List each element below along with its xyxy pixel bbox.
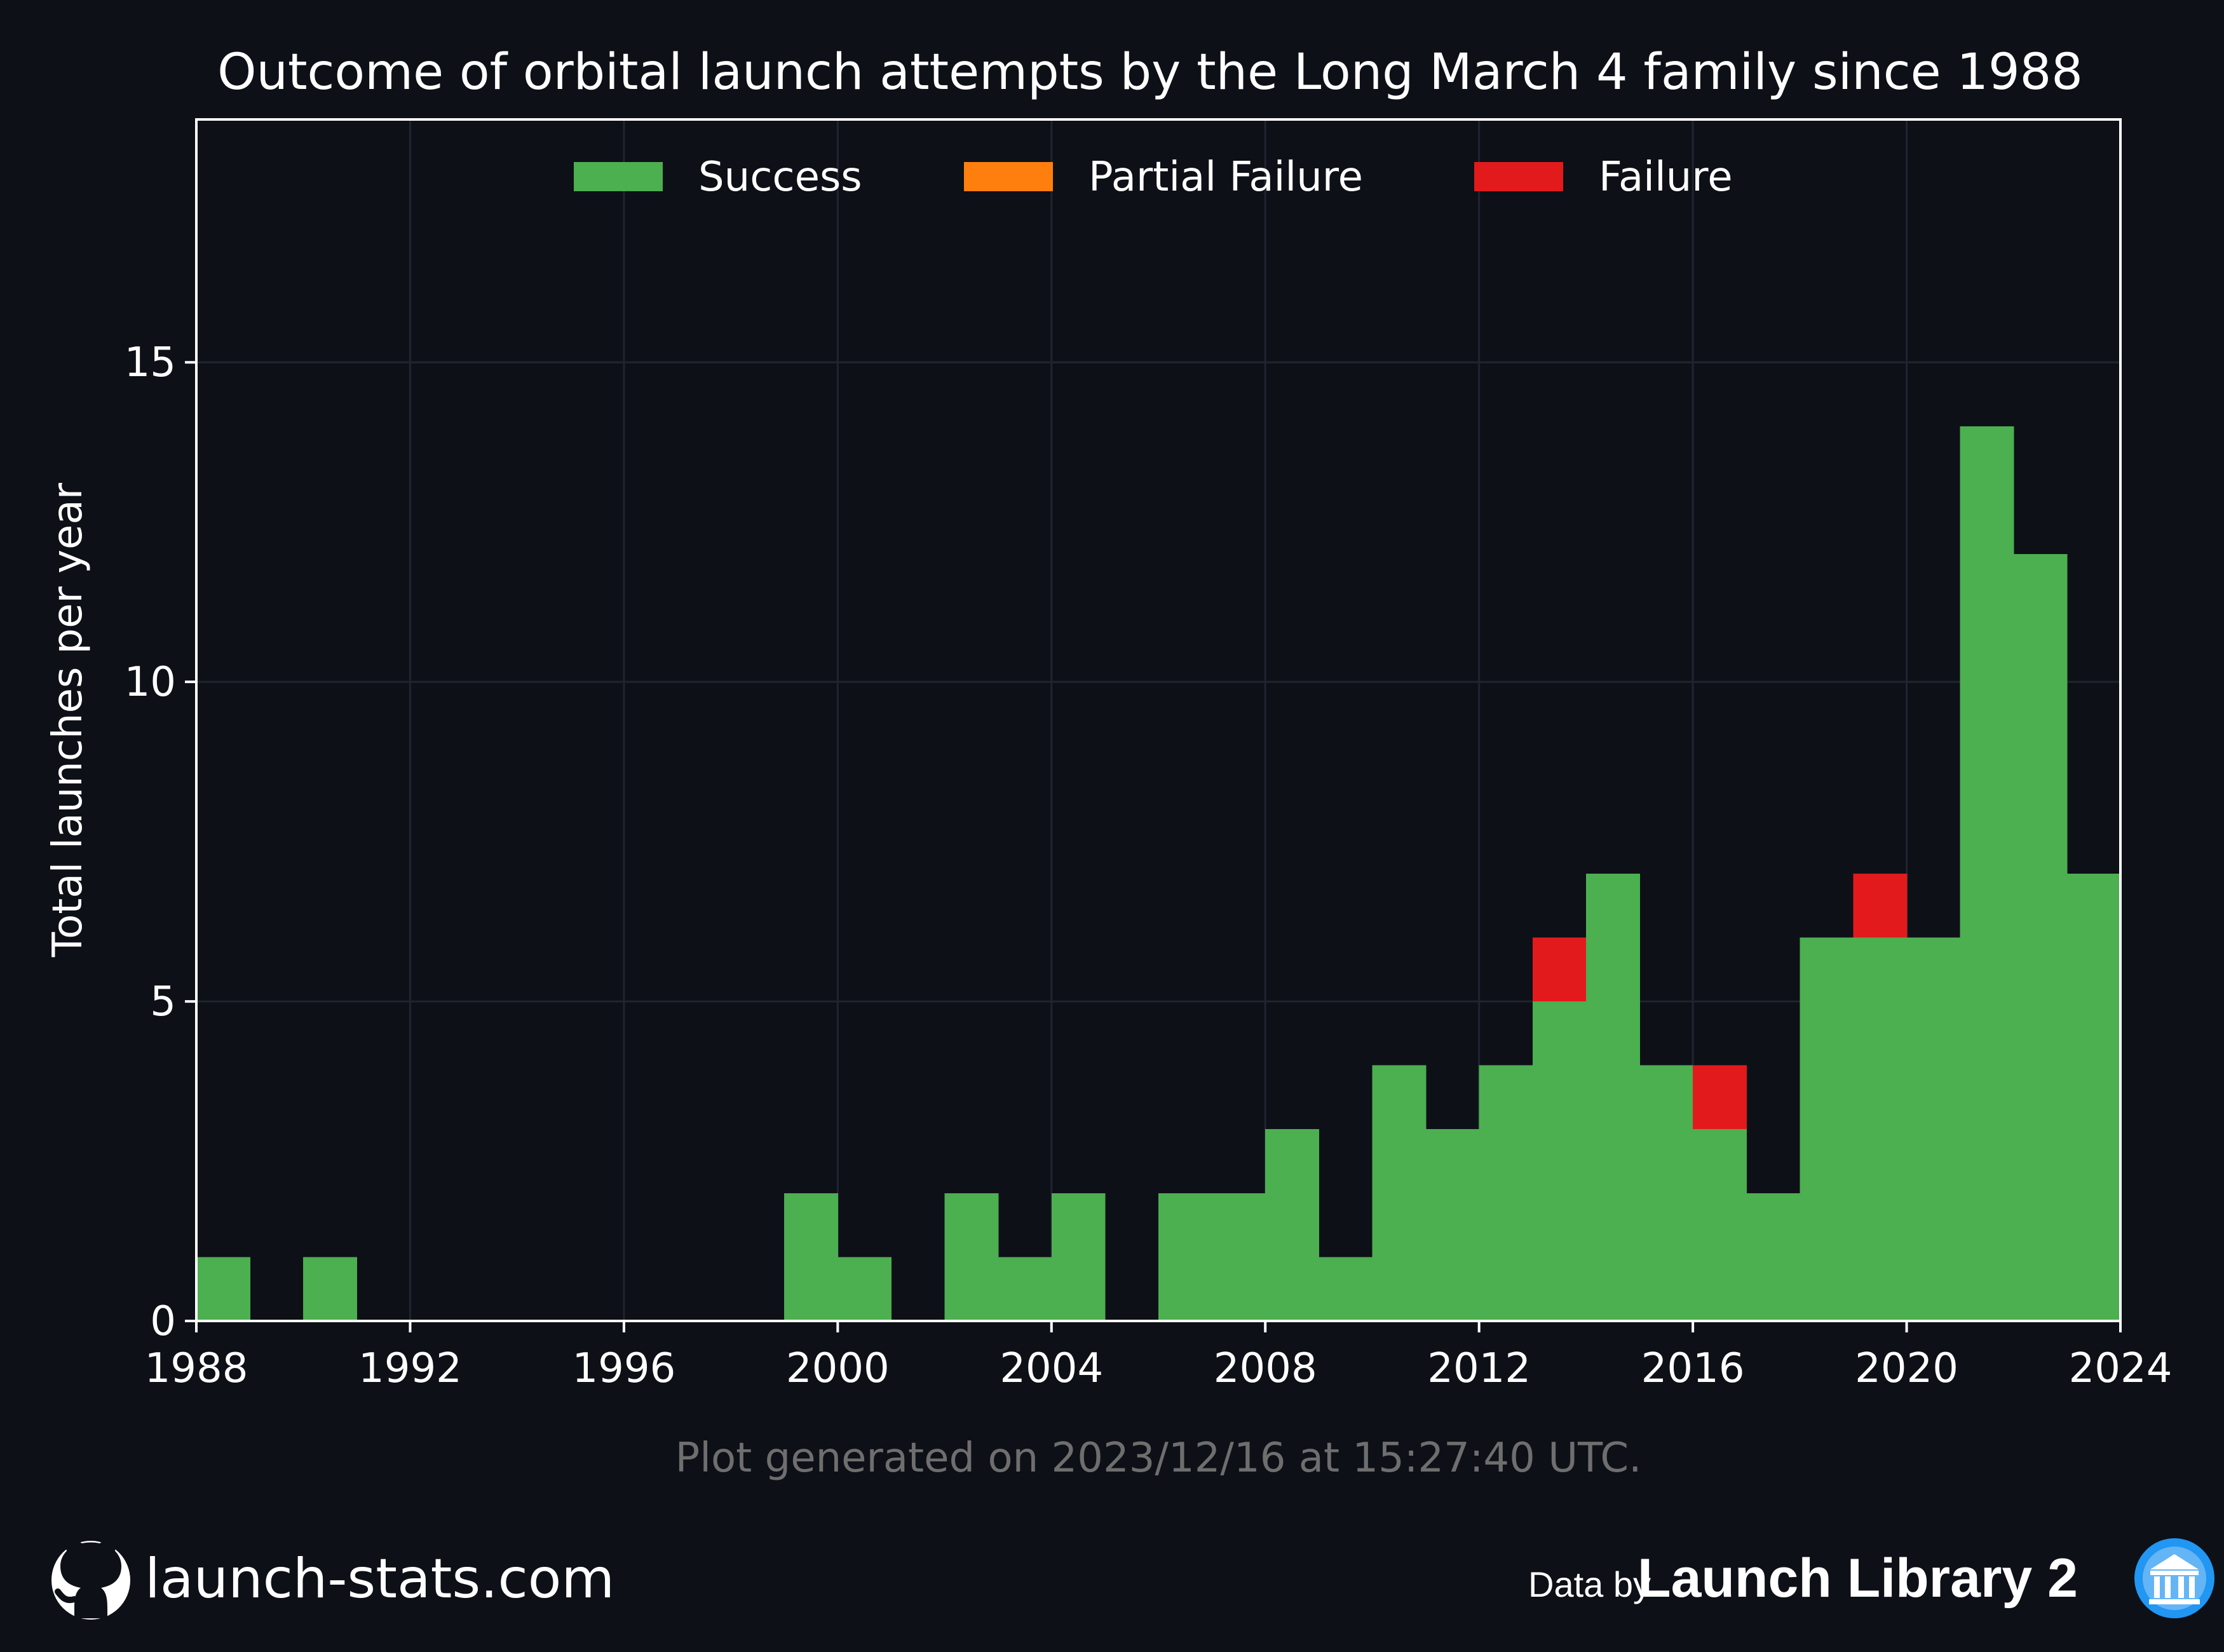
y-axis: 0 5 10 15 [125, 339, 196, 1345]
x-axis: 1988 1992 1996 2000 2004 2008 2012 2016 2020 2024 [145, 1321, 2173, 1392]
legend-swatch-partial-failure [964, 162, 1053, 191]
site-link[interactable]: launch-stats.com [145, 1547, 614, 1611]
github-icon [51, 1537, 130, 1620]
bar-success-2023 [2066, 873, 2121, 1321]
data-by-label: Data by [1528, 1564, 1651, 1604]
x-tick-label: 2000 [786, 1345, 890, 1392]
y-axis-label: Total launches per year [44, 482, 92, 958]
x-tick-label: 2016 [1641, 1345, 1745, 1392]
legend: Success Partial Failure Failure [574, 154, 1733, 201]
bar-success-2007 [1212, 1193, 1266, 1321]
bar-success-2019 [1853, 937, 1908, 1321]
bar-success-1999 [784, 1193, 839, 1321]
bar-success-2018 [1800, 937, 1854, 1321]
bar-success-2013 [1532, 1001, 1587, 1321]
bar-success-2002 [944, 1193, 999, 1321]
bar-success-1990 [303, 1257, 358, 1321]
generated-note: Plot generated on 2023/12/16 at 15:27:40… [675, 1435, 1642, 1482]
bar-success-1988 [196, 1257, 250, 1321]
x-tick-label: 1988 [145, 1345, 248, 1392]
y-tick-label: 10 [125, 659, 176, 706]
bar-success-2008 [1265, 1129, 1320, 1321]
bar-success-2015 [1639, 1065, 1693, 1321]
bar-success-2020 [1906, 937, 1961, 1321]
bar-success-2004 [1051, 1193, 1106, 1321]
y-tick-label: 5 [150, 978, 176, 1026]
launch-library-icon [2134, 1538, 2214, 1618]
plot-frame [195, 118, 2122, 1322]
bar-failure-2013 [1532, 937, 1587, 1002]
bar-success-2000 [837, 1257, 892, 1321]
x-tick-label: 1992 [358, 1345, 462, 1392]
x-tick-label: 2012 [1427, 1345, 1531, 1392]
legend-swatch-failure [1474, 162, 1563, 191]
y-tick-label: 15 [125, 339, 176, 386]
y-tick-label: 0 [150, 1298, 176, 1345]
bar-success-2006 [1158, 1193, 1212, 1321]
bar-failure-2019 [1853, 873, 1908, 938]
bar-success-2012 [1479, 1065, 1533, 1321]
bar-success-2014 [1585, 873, 1640, 1321]
bar-success-2003 [998, 1257, 1052, 1321]
bar-success-2022 [2013, 553, 2068, 1321]
bars [196, 426, 2121, 1321]
source-name: Launch Library 2 [1637, 1548, 2078, 1609]
bar-success-2010 [1372, 1065, 1427, 1321]
x-tick-label: 2008 [1214, 1345, 1317, 1392]
legend-label-failure: Failure [1599, 154, 1733, 201]
bar-success-2016 [1693, 1129, 1747, 1321]
chart-title: Outcome of orbital launch attempts by th… [217, 44, 2083, 101]
x-tick-label: 1996 [572, 1345, 675, 1392]
bar-success-2021 [1960, 426, 2014, 1321]
bar-success-2011 [1425, 1129, 1480, 1321]
legend-swatch-success [574, 162, 663, 191]
legend-label-success: Success [698, 154, 862, 201]
bar-failure-2016 [1693, 1065, 1747, 1130]
x-tick-label: 2004 [1000, 1345, 1103, 1392]
legend-label-partial-failure: Partial Failure [1088, 154, 1363, 201]
x-tick-label: 2020 [1855, 1345, 1958, 1392]
x-tick-label: 2024 [2069, 1345, 2173, 1392]
bar-success-2009 [1319, 1257, 1373, 1321]
bar-success-2017 [1746, 1193, 1801, 1321]
